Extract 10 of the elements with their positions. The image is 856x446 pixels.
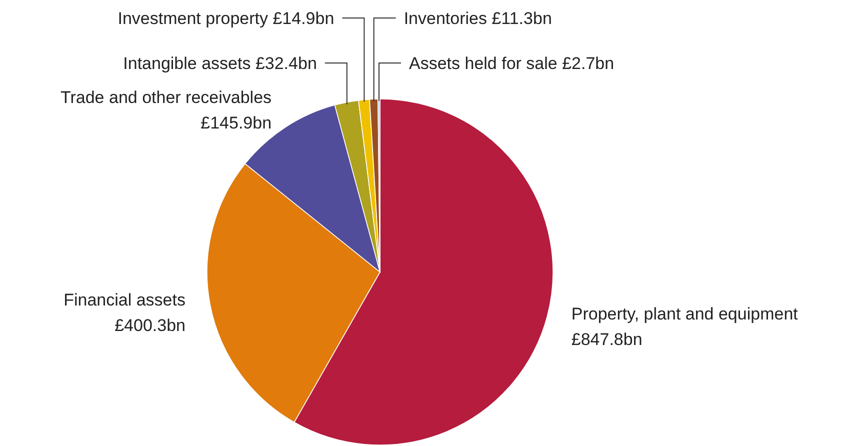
data-label: £400.3bn	[114, 316, 186, 336]
slice-label: Assets held for sale £2.7bn	[409, 54, 614, 73]
slice-label: Inventories £11.3bn	[404, 8, 552, 28]
slice-label: Investment property £14.9bn	[118, 8, 334, 28]
data-label: £145.9bn	[200, 113, 272, 132]
slice-label: Trade and other receivables	[60, 88, 272, 107]
data-label: £847.8bn	[571, 330, 642, 349]
slice-label: Property, plant and equipment	[571, 304, 798, 324]
slice-label: Financial assets	[64, 290, 186, 310]
slice-label: Intangible assets £32.4bn	[123, 54, 317, 73]
